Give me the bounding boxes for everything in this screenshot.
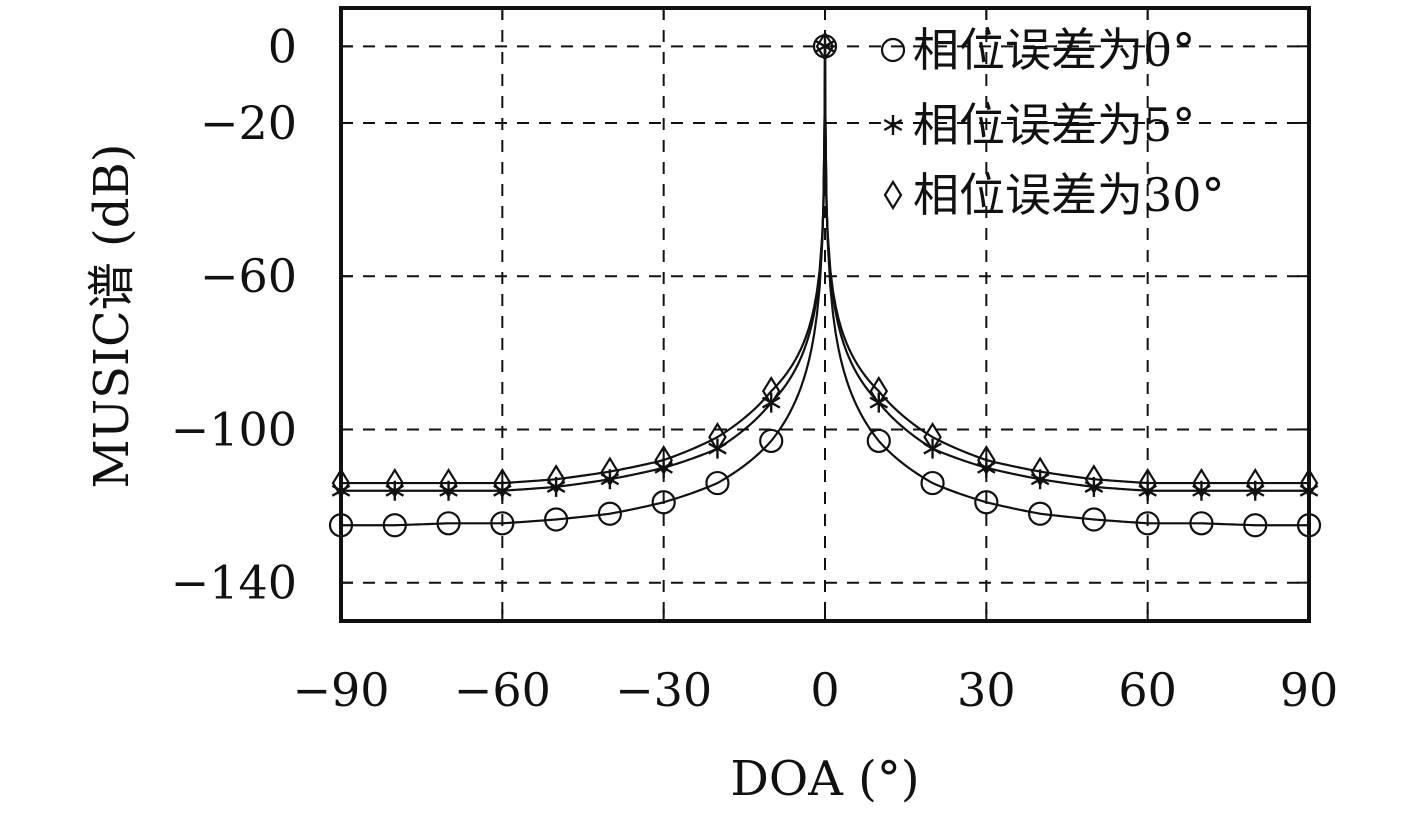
- data-point-diamond: [1084, 464, 1104, 495]
- data-point-diamond: [923, 422, 942, 453]
- data-point-circle: [1028, 501, 1053, 526]
- data-point-circle: [1081, 507, 1106, 532]
- x-tick-label: 60: [1118, 663, 1177, 717]
- axis-ticks: [340, 8, 1310, 621]
- y-axis-title: MUSIC谱 (dB): [84, 144, 140, 489]
- legend-label: 相位误差为5°: [913, 98, 1195, 152]
- data-point-diamond: [1245, 467, 1265, 499]
- legend-marker-diamond: [883, 179, 903, 211]
- y-tick-label: −60: [200, 249, 297, 303]
- data-point-circle: [866, 428, 891, 454]
- data-point-circle: [1135, 511, 1160, 536]
- x-tick-label: −60: [454, 663, 551, 717]
- legend-marker-asterisk: [883, 115, 903, 135]
- y-tick-label: −20: [200, 96, 297, 150]
- legend-marker-circle: [880, 37, 906, 63]
- data-point-circle: [1243, 513, 1268, 538]
- data-point-circle: [651, 490, 676, 515]
- y-tick-label: −100: [171, 402, 297, 456]
- series-markers: [328, 31, 1322, 538]
- data-point-diamond: [1138, 467, 1157, 499]
- x-tick-label: 30: [957, 663, 1016, 717]
- data-point-diamond: [977, 444, 996, 476]
- data-point-diamond: [654, 444, 673, 476]
- data-point-diamond: [869, 376, 889, 407]
- data-point-circle: [920, 470, 945, 496]
- legend-label: 相位误差为30°: [913, 168, 1225, 222]
- x-axis-title: DOA (°): [730, 751, 919, 807]
- asterisk-stroke: [883, 118, 903, 132]
- x-tick-label: −90: [292, 663, 389, 717]
- y-tick-label: −140: [171, 556, 297, 610]
- y-tick-label: 0: [268, 19, 297, 73]
- data-point-diamond: [761, 376, 781, 407]
- data-point-diamond: [1030, 456, 1050, 487]
- axis-tick-labels: −90 −60 −30 0 30 60 90 0 −20 −60 −100 −140: [171, 19, 1339, 717]
- legend-label: 相位误差为0°: [913, 23, 1195, 77]
- data-point-circle: [974, 490, 999, 515]
- data-point-diamond: [385, 467, 405, 499]
- data-point-diamond: [708, 422, 727, 453]
- data-point-circle: [705, 470, 730, 496]
- data-point-diamond: [1192, 467, 1211, 499]
- data-point-diamond: [600, 456, 620, 487]
- data-point-circle: [382, 513, 407, 538]
- x-tick-label: −30: [615, 663, 712, 717]
- data-point-circle: [597, 501, 622, 526]
- data-point-circle: [1189, 511, 1214, 536]
- data-point-diamond: [439, 467, 458, 499]
- data-point-circle: [759, 428, 784, 454]
- data-point-circle: [490, 511, 515, 536]
- data-point-circle: [544, 507, 569, 532]
- data-point-diamond: [546, 464, 566, 495]
- legend: 相位误差为0° 相位误差为5° 相位误差为30°: [880, 23, 1225, 222]
- data-point-diamond: [493, 467, 512, 499]
- x-tick-label: 90: [1280, 663, 1339, 717]
- data-point-circle: [436, 511, 461, 536]
- data-point-diamond: [815, 31, 835, 62]
- x-tick-label: 0: [810, 663, 839, 717]
